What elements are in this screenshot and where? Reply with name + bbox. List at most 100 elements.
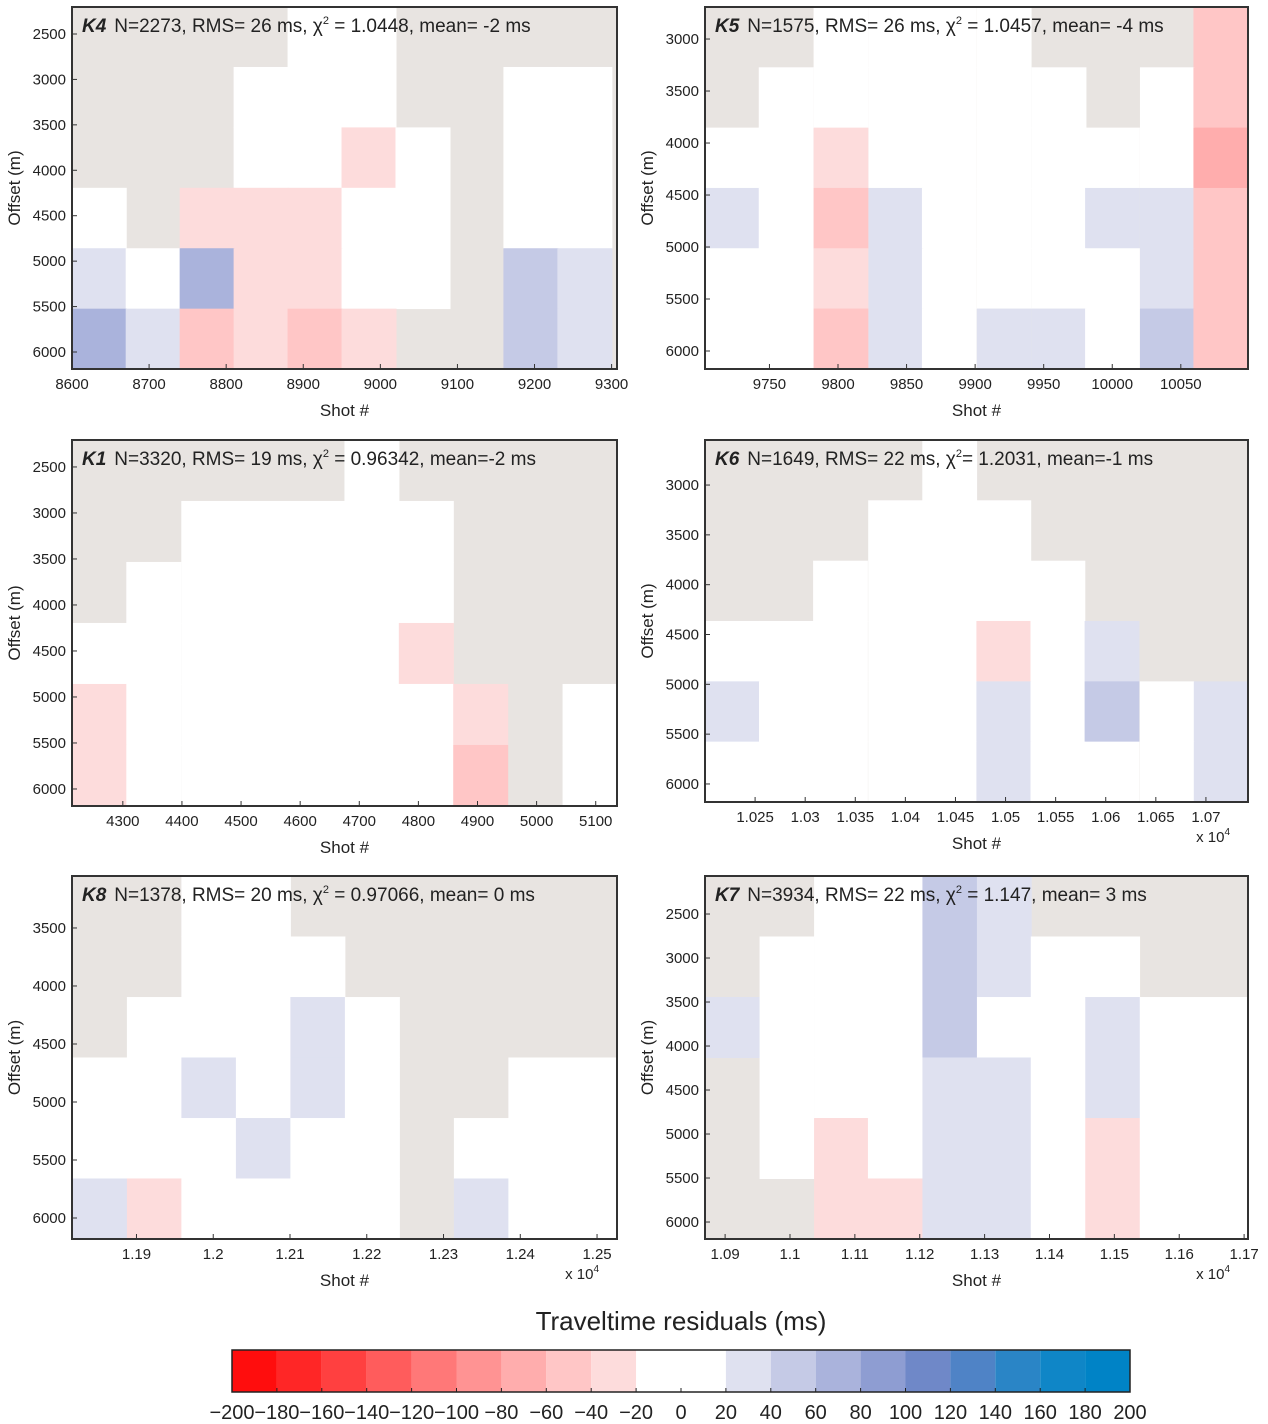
y-axis-label: Offset (m) [638, 150, 657, 225]
x-tick-label: 9000 [364, 376, 397, 393]
cell [562, 1057, 617, 1119]
cell [344, 683, 400, 746]
cell [976, 1178, 1032, 1239]
cell [813, 741, 868, 802]
x-tick-label: 1.09 [711, 1246, 740, 1263]
y-tick-label: 4500 [33, 1036, 66, 1053]
colorbar-bin [905, 1350, 951, 1392]
cell [1085, 187, 1140, 249]
x-tick-label: 1.055 [1037, 809, 1075, 826]
x-tick-label: 9200 [518, 376, 551, 393]
cell [125, 308, 181, 369]
cell [814, 1178, 869, 1239]
cell [72, 622, 127, 685]
y-tick-label: 3500 [33, 920, 66, 937]
cell [758, 67, 814, 129]
x-tick-label: 1.19 [122, 1246, 151, 1263]
cell [1030, 560, 1086, 622]
colorbar-bin [501, 1350, 547, 1392]
cell [922, 936, 978, 998]
cell [867, 1057, 923, 1119]
colorbar-bin [1040, 1350, 1086, 1392]
cell [813, 67, 869, 129]
cell [287, 7, 343, 68]
colorbar-tick-label: 100 [889, 1402, 922, 1424]
cell [453, 1178, 509, 1239]
cell [759, 1057, 815, 1119]
cell [1031, 248, 1087, 310]
cell [233, 308, 289, 369]
cell [341, 308, 397, 369]
cell [1139, 308, 1195, 369]
panel: 2500 3000 3500 4000 4500 5000 5500 6000 4300 4400… [5, 439, 618, 857]
cell [976, 620, 1032, 682]
cell [1139, 67, 1195, 129]
x-tick-label: 1.03 [791, 809, 820, 826]
y-axis-label: Offset (m) [638, 1020, 657, 1095]
colorbar-tick-label: 0 [675, 1402, 686, 1424]
colorbar-tick-label: 40 [760, 1402, 782, 1424]
colorbar-bin [411, 1350, 457, 1392]
cell [1194, 1178, 1248, 1239]
cell [867, 997, 923, 1059]
cell [179, 308, 235, 369]
colorbar-bin [725, 1350, 771, 1392]
y-axis-label: Offset (m) [5, 1020, 24, 1095]
cell [921, 7, 977, 68]
cell [344, 1178, 400, 1239]
y-tick-label: 6000 [666, 1214, 699, 1231]
cell [233, 187, 289, 249]
x-tick-label: 9750 [753, 376, 786, 393]
x-tick-label: 1.065 [1137, 809, 1175, 826]
cell [1139, 997, 1195, 1059]
cell [341, 248, 397, 310]
cell [235, 936, 291, 998]
cell [344, 744, 400, 806]
colorbar-tick-label: −80 [484, 1402, 518, 1424]
x-tick-label: 1.24 [506, 1246, 535, 1263]
cell [557, 248, 613, 310]
cell [235, 997, 291, 1059]
cell [922, 876, 978, 938]
cell [181, 683, 237, 746]
cell [181, 622, 237, 685]
cell [1030, 1118, 1086, 1180]
x-tick-label: 9900 [958, 376, 991, 393]
cell [557, 66, 613, 128]
cell [341, 7, 397, 68]
cell [976, 308, 1032, 369]
plot-frame [704, 439, 1249, 803]
colorbar-tick-label: 120 [934, 1402, 967, 1424]
x-tick-label: 1.11 [841, 1246, 869, 1263]
y-tick-label: 2500 [33, 459, 66, 476]
cell [503, 66, 559, 128]
colorbar-bin [321, 1350, 367, 1392]
cell [126, 1057, 182, 1119]
cell [868, 248, 924, 310]
x-tick-label: 10050 [1160, 376, 1202, 393]
cells [72, 876, 617, 1239]
cell [922, 681, 978, 743]
cell [868, 308, 924, 369]
cell [341, 187, 397, 249]
cell [344, 1118, 400, 1180]
cell [398, 683, 454, 746]
cell [921, 308, 977, 369]
cell [814, 1118, 869, 1180]
y-tick-label: 5500 [666, 726, 699, 743]
cell [344, 1057, 400, 1119]
x-tick-label: 8800 [209, 376, 242, 393]
y-tick-label: 4500 [666, 187, 699, 204]
cell [126, 1178, 182, 1239]
cell [72, 308, 127, 369]
cell [126, 561, 182, 624]
colorbar-tick-label: −200 [209, 1402, 254, 1424]
x-tick-label: 4600 [283, 813, 316, 830]
colorbar-tick-label: −180 [254, 1402, 299, 1424]
panel: 2500 3000 3500 4000 4500 5000 5500 6000 8600 8700… [5, 6, 628, 420]
cell [235, 1057, 291, 1119]
cell [814, 936, 869, 998]
cell [705, 308, 761, 369]
